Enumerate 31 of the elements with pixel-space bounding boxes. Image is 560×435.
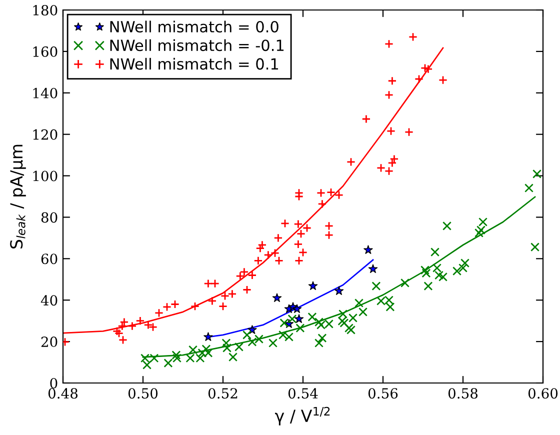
point	[204, 332, 213, 341]
y-tick-label: 60	[41, 254, 58, 264]
x-tick-label: 0.60	[528, 388, 558, 399]
point	[368, 264, 378, 273]
x-tick-label: 0.54	[288, 388, 318, 399]
y-tick-label: 160	[33, 46, 58, 57]
point	[308, 281, 318, 290]
point	[294, 314, 304, 323]
x-tick-label: 0.48	[48, 388, 78, 399]
y-tick-label: 180	[33, 4, 58, 16]
point	[272, 293, 282, 302]
y-tick-label: 80	[41, 212, 58, 223]
point	[248, 325, 257, 334]
legend-label: NWell mismatch = 0.1	[110, 58, 278, 70]
x-tick-label: 0.58	[448, 388, 478, 399]
point	[364, 245, 373, 254]
y-tick-label: 0	[50, 378, 58, 388]
x-tick-label: 0.50	[128, 388, 158, 399]
x-tick-label: 0.56	[368, 388, 398, 399]
x-tick-label: 0.52	[208, 388, 238, 399]
y-tick-label: 20	[41, 336, 58, 348]
y-axis-title: S$_{leak}$ / pA/μm	[10, 144, 26, 248]
y-tick-label: 120	[33, 129, 58, 140]
legend-label: NWell mismatch = -0.1	[110, 39, 284, 52]
point	[292, 304, 302, 313]
y-tick-label: 40	[40, 295, 58, 306]
x-axis-title: γ / V$^{1/2}$	[275, 406, 330, 426]
y-tick-label: 100	[33, 170, 58, 182]
legend-label: NWell mismatch = 0.0	[110, 20, 278, 33]
point	[334, 286, 344, 295]
y-tick-label: 140	[33, 88, 58, 98]
